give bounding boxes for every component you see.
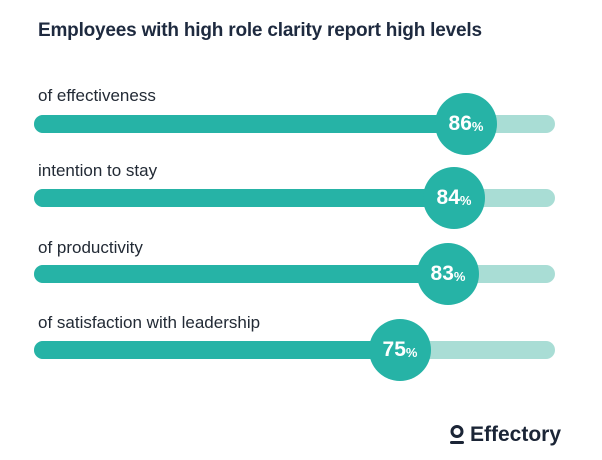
data-label: 84 bbox=[436, 186, 460, 209]
data-label: 83 bbox=[430, 262, 454, 285]
value-bubble: 83% bbox=[417, 243, 479, 305]
unit-label: % bbox=[459, 192, 472, 208]
bar-label: of productivity bbox=[38, 238, 143, 257]
bar-fill bbox=[34, 265, 448, 283]
unit-label: % bbox=[471, 118, 484, 134]
brand-name: Effectory bbox=[470, 423, 562, 446]
effectory-logo: Effectory bbox=[449, 423, 561, 447]
bar-fill bbox=[34, 115, 466, 133]
bar-label: intention to stay bbox=[38, 161, 158, 180]
bar-label: of satisfaction with leadership bbox=[38, 313, 261, 332]
bar-fill bbox=[34, 189, 454, 207]
unit-label: % bbox=[453, 268, 466, 284]
bar-fill bbox=[34, 341, 400, 359]
bar-track bbox=[34, 341, 555, 359]
value-bubble: 86% bbox=[435, 93, 497, 155]
bar-label: of effectiveness bbox=[38, 86, 156, 105]
value-bubble: 84% bbox=[423, 167, 485, 229]
unit-label: % bbox=[405, 344, 418, 360]
bar-track bbox=[34, 115, 555, 133]
data-label: 75 bbox=[382, 338, 406, 361]
person-icon bbox=[450, 425, 464, 444]
data-label: 86 bbox=[448, 112, 472, 135]
chart-title: Employees with high role clarity report … bbox=[38, 20, 482, 41]
value-bubble: 75% bbox=[369, 319, 431, 381]
